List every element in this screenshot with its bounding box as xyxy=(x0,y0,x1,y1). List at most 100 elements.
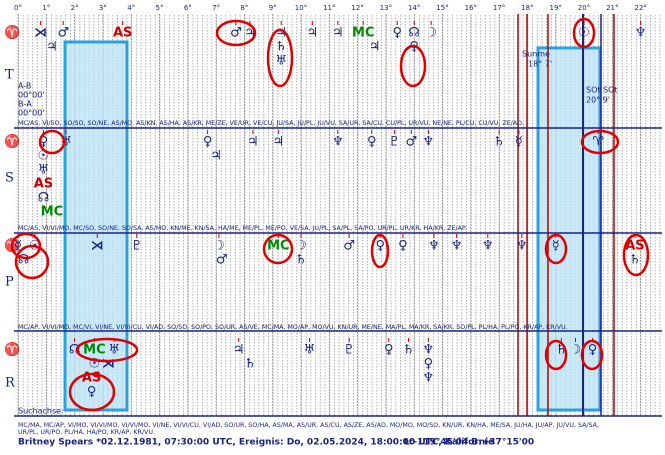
scale-label: 5° xyxy=(156,4,164,12)
glyph: ♇ xyxy=(131,239,143,254)
scale-label: 4° xyxy=(127,4,135,12)
row-sign: ♈ xyxy=(4,134,20,150)
glyph: ☿ xyxy=(14,239,22,254)
glyph: ♅ xyxy=(108,343,120,358)
glyph: ♄ xyxy=(295,253,307,268)
glyph: MC xyxy=(267,239,289,254)
scale-label: 8° xyxy=(240,4,248,12)
aspects: MC/AS, VI/VI/MO, MC/SO, SO/NE, SO/SA, AS… xyxy=(18,225,467,232)
glyph: ♄ xyxy=(275,40,287,55)
annotations xyxy=(10,17,650,412)
glyph: MC xyxy=(352,26,374,41)
row-sign: ♈ xyxy=(4,25,20,41)
glyph: ♂ xyxy=(406,135,418,150)
glyph: ☽ xyxy=(425,26,437,41)
glyph: ☽ xyxy=(295,239,307,254)
side-label: A-B xyxy=(18,82,31,91)
glyph: ♈ xyxy=(592,135,604,150)
glyph: MC xyxy=(41,205,63,220)
glyph: MC xyxy=(83,343,105,358)
glyph: ♀ xyxy=(203,135,213,150)
glyph: ♆ xyxy=(635,26,647,41)
scale-label: 16° xyxy=(465,4,477,12)
glyph: ♀ xyxy=(375,239,385,254)
glyph: AS xyxy=(625,239,644,254)
aspects: MC/MA, MC/AP, VI/MO, VI/VI/MO, VI/VI/MO,… xyxy=(18,422,599,429)
glyph: ♃ xyxy=(369,40,381,55)
glyph: ☽ xyxy=(213,239,225,254)
scale-label: 21° xyxy=(606,4,618,12)
glyph: ♀ xyxy=(367,135,377,150)
glyph: ♃ xyxy=(273,135,285,150)
highlight-box xyxy=(63,40,129,412)
content: 0° 1° 2° 3° 4° 5° 6° 7° 8° 9° 10° 11° 12° 13° 14° 15° 16… xyxy=(4,4,647,429)
marker-pos: 18° 7' xyxy=(528,60,552,69)
glyph: ⋊ xyxy=(91,239,104,254)
side-value: 00°00' xyxy=(18,109,45,118)
row-label: P xyxy=(5,275,14,290)
glyph: ♄ xyxy=(493,135,505,150)
glyph: ☊ xyxy=(69,343,81,358)
marker-pos: 20° 9' xyxy=(586,96,610,105)
row-sign: ♈ xyxy=(4,342,20,358)
glyph: ♃ xyxy=(244,26,256,41)
row-label: R xyxy=(5,376,16,391)
glyph: ♃ xyxy=(332,26,344,41)
glyph: AS xyxy=(82,371,101,386)
glyph: ♃ xyxy=(247,135,259,150)
glyph: ♄ xyxy=(629,253,641,268)
glyph: ♄ xyxy=(403,343,415,358)
glyph: ☿ xyxy=(515,135,523,150)
glyph: ☉ xyxy=(89,357,101,372)
scale-label: 7° xyxy=(212,4,220,12)
aspects: UR/PL, UR/PO, PL/HA, HA/PO, KR/AP, KR/VU… xyxy=(18,429,155,436)
glyph: ♆ xyxy=(482,239,494,254)
glyph: ♀ xyxy=(398,239,408,254)
glyph: ♀ xyxy=(588,343,598,358)
glyph: ♃ xyxy=(46,40,58,55)
row-label: T xyxy=(5,68,14,83)
coords: L:-119°45'04 B:+37°15'00 xyxy=(404,438,534,448)
scale-label: 20° xyxy=(578,4,590,12)
glyph: ♄ xyxy=(556,343,568,358)
glyph: ♅ xyxy=(38,163,50,178)
scale-label: 19° xyxy=(549,4,561,12)
glyph: ☉ xyxy=(38,149,50,164)
glyph: ♂ xyxy=(57,26,69,41)
glyph: ♃ xyxy=(233,343,245,358)
marker-name: Sunme xyxy=(522,50,550,59)
glyph: ♀ xyxy=(39,135,49,150)
glyph: AS xyxy=(113,26,132,41)
glyph: ♆ xyxy=(423,135,435,150)
glyph: ♀ xyxy=(392,26,402,41)
glyph: ♇ xyxy=(343,343,355,358)
side-value: 00°00' xyxy=(18,91,45,100)
scale-label: 12° xyxy=(351,4,363,12)
axis-label: Suchachse: xyxy=(18,407,64,416)
glyph: ♃ xyxy=(210,149,222,164)
side-label: B-A xyxy=(18,100,32,109)
scale-label: 0° xyxy=(14,4,22,12)
scale-label: 15° xyxy=(436,4,448,12)
scale-label: 1° xyxy=(42,4,50,12)
scale-label: 14° xyxy=(408,4,420,12)
glyph: ♆ xyxy=(428,239,440,254)
glyph: ☊ xyxy=(18,253,30,268)
glyph: ♂ xyxy=(230,26,242,41)
glyph: ♆ xyxy=(423,371,435,386)
glyph: ☊ xyxy=(408,26,420,41)
scale-label: 13° xyxy=(380,4,392,12)
glyph: ☊ xyxy=(38,191,50,206)
aspects: MC/AP, VI/VI/MO, MC/VI, VI/NE, VI/VI/CU,… xyxy=(18,324,568,331)
footer: Britney Spears *02.12.1981, 07:30:00 UTC… xyxy=(18,438,494,448)
aspects: MC/AS, VI/SO, SO/SO, SO/NE, AS/MO, AS/KN… xyxy=(18,120,524,127)
glyph: ⋊ xyxy=(34,26,47,41)
glyph: ♀ xyxy=(87,385,97,400)
glyph: ♆ xyxy=(516,239,528,254)
glyph: ♅ xyxy=(60,135,72,150)
scale-label: 10° xyxy=(295,4,307,12)
glyph: ♇ xyxy=(389,135,401,150)
glyph: ♃ xyxy=(275,26,287,41)
scale-label: 22° xyxy=(634,4,646,12)
glyph: ☽ xyxy=(570,343,582,358)
